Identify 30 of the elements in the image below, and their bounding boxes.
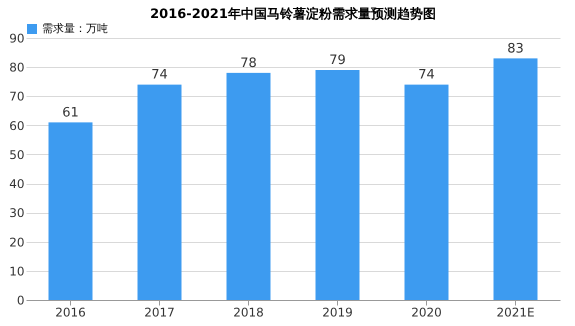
- bar: [316, 70, 360, 300]
- x-tick-label: 2020: [411, 306, 442, 320]
- y-tick-label: 40: [9, 177, 24, 192]
- y-tick-label: 10: [9, 264, 24, 278]
- bar: [48, 122, 92, 300]
- x-tick-label: 2019: [322, 306, 353, 320]
- y-tick-label: 60: [9, 118, 24, 133]
- chart-title: 2016-2021年中国马铃薯淀粉需求量预测趋势图: [150, 6, 436, 22]
- y-tick-label: 50: [9, 148, 24, 162]
- y-tick-label: 70: [9, 90, 24, 104]
- data-label: 74: [151, 68, 168, 83]
- bar: [138, 84, 182, 300]
- y-tick-label: 30: [9, 206, 24, 220]
- y-tick-label: 20: [9, 235, 24, 250]
- bar: [226, 72, 270, 300]
- x-tick-label: 2017: [144, 306, 175, 320]
- data-label: 61: [62, 105, 79, 120]
- bar: [494, 58, 538, 300]
- y-tick-label: 0: [16, 294, 24, 308]
- data-label: 78: [240, 56, 257, 71]
- y-tick-label: 90: [9, 32, 24, 46]
- x-tick-label: 2018: [233, 306, 264, 320]
- bar: [404, 84, 448, 300]
- y-tick-label: 80: [9, 60, 24, 75]
- data-label: 74: [418, 68, 435, 83]
- x-tick-label: 2016: [55, 306, 86, 320]
- legend-label: 需求量：万吨: [42, 22, 108, 35]
- x-tick-label: 2021E: [496, 306, 535, 320]
- data-label: 79: [329, 53, 346, 68]
- data-label: 83: [507, 41, 524, 56]
